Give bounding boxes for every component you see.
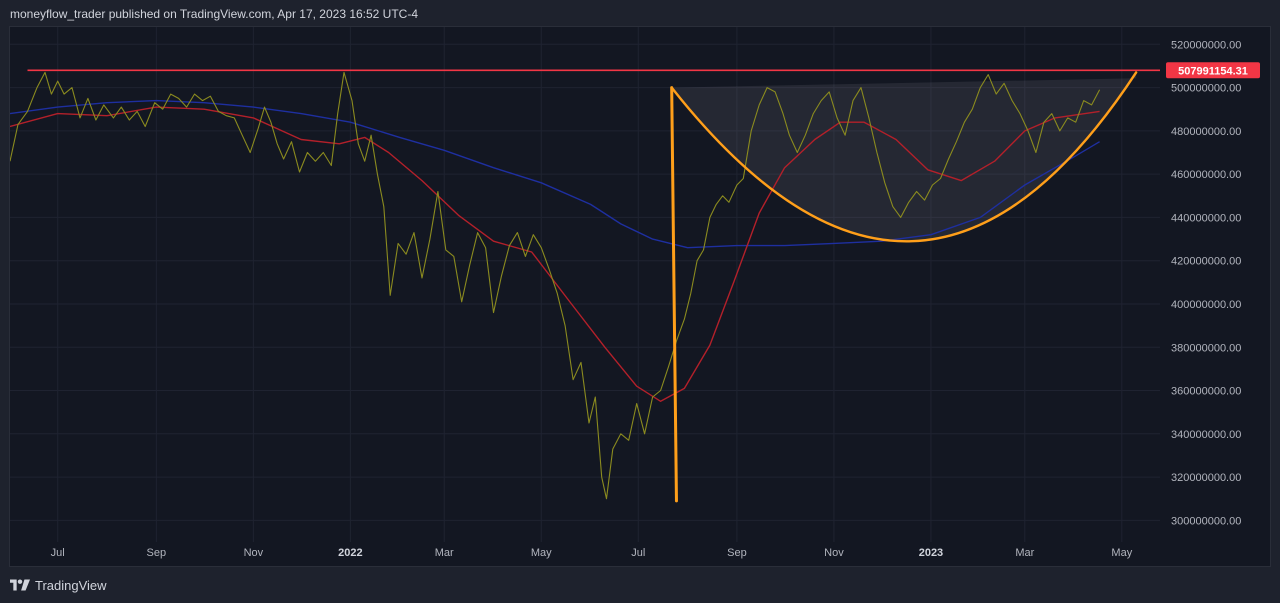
y-tick-label: 460000000.00 xyxy=(1171,169,1241,181)
chart-panel[interactable]: 520000000.00 500000000.00 480000000.00 4600… xyxy=(9,26,1271,567)
y-tick-label: 380000000.00 xyxy=(1171,342,1241,354)
x-tick-label: Jul xyxy=(51,547,65,559)
x-tick-label: Sep xyxy=(727,547,747,559)
x-axis: Jul Sep Nov 2022 Mar May Jul Sep Nov 2023 Mar May xyxy=(51,547,1133,559)
tradingview-logo-icon xyxy=(10,579,30,591)
x-tick-label: 2023 xyxy=(919,547,943,559)
y-tick-label: 300000000.00 xyxy=(1171,515,1241,527)
y-tick-label: 480000000.00 xyxy=(1171,126,1241,138)
footer: TradingView xyxy=(10,576,107,594)
x-tick-label: Nov xyxy=(824,547,844,559)
cup-fill-layer xyxy=(671,72,1137,242)
series-lines xyxy=(10,71,1101,500)
price-badge: 507991154.31 xyxy=(1166,62,1260,79)
x-tick-label: Mar xyxy=(435,547,454,559)
y-tick-label: 500000000.00 xyxy=(1171,83,1241,95)
grid xyxy=(10,27,1160,542)
y-axis: 520000000.00 500000000.00 480000000.00 4600… xyxy=(1171,39,1241,527)
price-badge-bg xyxy=(1166,62,1260,79)
cup-left-wall-line xyxy=(670,86,678,503)
x-tick-label: 2022 xyxy=(338,547,362,559)
annotations xyxy=(27,69,1160,503)
slow-moving-average-line xyxy=(10,99,1100,249)
y-tick-label: 340000000.00 xyxy=(1171,429,1241,441)
price-badge-label: 507991154.31 xyxy=(1178,65,1248,77)
y-tick-label: 400000000.00 xyxy=(1171,299,1241,311)
y-tick-label: 440000000.00 xyxy=(1171,212,1241,224)
y-tick-label: 360000000.00 xyxy=(1171,386,1241,398)
publish-info: moneyflow_trader published on TradingVie… xyxy=(10,7,419,21)
cup-shaded-area xyxy=(671,72,1137,242)
x-tick-label: Nov xyxy=(244,547,264,559)
y-tick-label: 520000000.00 xyxy=(1171,39,1241,51)
y-tick-label: 320000000.00 xyxy=(1171,472,1241,484)
x-tick-label: Sep xyxy=(147,547,167,559)
price-line xyxy=(10,71,1101,500)
fast-moving-average-line xyxy=(10,106,1100,402)
price-chart[interactable]: 520000000.00 500000000.00 480000000.00 4600… xyxy=(10,27,1270,566)
x-tick-label: Mar xyxy=(1015,547,1034,559)
y-tick-label: 420000000.00 xyxy=(1171,256,1241,268)
cup-curve-line xyxy=(670,71,1138,243)
x-tick-label: May xyxy=(1111,547,1132,559)
x-tick-label: Jul xyxy=(631,547,645,559)
brand-name: TradingView xyxy=(35,577,107,593)
x-tick-label: May xyxy=(531,547,552,559)
